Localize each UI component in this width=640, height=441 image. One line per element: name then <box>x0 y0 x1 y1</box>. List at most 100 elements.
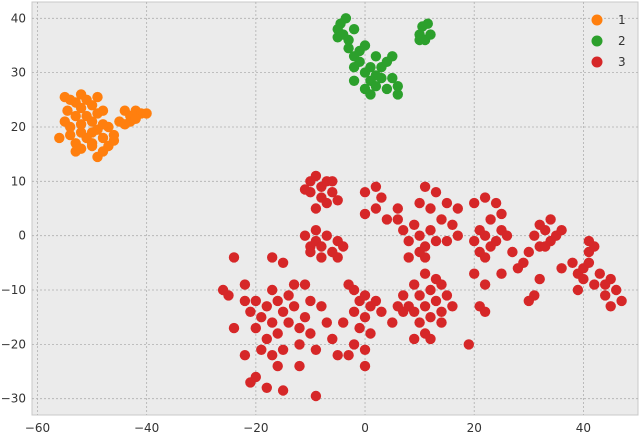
data-point-series-3 <box>261 301 272 312</box>
data-point-series-3 <box>217 284 229 296</box>
data-point-series-3 <box>474 225 485 236</box>
data-point-series-2 <box>414 34 425 46</box>
data-point-series-3 <box>327 176 338 187</box>
data-point-series-1 <box>86 100 98 111</box>
data-point-series-2 <box>343 43 354 54</box>
data-point-series-3 <box>256 344 267 355</box>
data-point-series-1 <box>75 119 87 130</box>
data-point-series-3 <box>392 203 403 214</box>
data-point-series-1 <box>119 119 130 130</box>
data-point-series-3 <box>245 377 256 388</box>
data-point-series-3 <box>316 301 327 312</box>
data-point-series-3 <box>299 230 311 241</box>
legend: 1 2 3 <box>591 13 626 69</box>
data-point-series-3 <box>578 273 589 285</box>
data-point-series-3 <box>409 306 420 317</box>
data-point-series-3 <box>228 322 240 334</box>
data-point-series-3 <box>441 235 453 247</box>
data-point-series-3 <box>523 246 534 258</box>
data-point-series-3 <box>600 290 611 301</box>
data-point-series-3 <box>348 306 360 317</box>
data-point-series-3 <box>267 317 278 328</box>
data-point-series-2 <box>365 61 376 73</box>
data-point-series-1 <box>130 113 141 125</box>
data-point-series-1 <box>86 127 98 138</box>
data-point-series-3 <box>479 306 491 317</box>
axis-ticks: −60 −40 −20 0 20 40 −30 −20 −10 0 10 20 30 40 <box>1 11 591 435</box>
data-point-series-3 <box>490 197 502 209</box>
data-point-series-3 <box>343 350 354 361</box>
data-point-series-3 <box>479 192 491 203</box>
data-point-series-3 <box>370 203 382 214</box>
data-point-series-3 <box>414 197 425 209</box>
data-point-series-3 <box>354 322 365 334</box>
data-point-series-3 <box>310 203 322 214</box>
data-point-series-3 <box>387 317 398 328</box>
data-point-series-3 <box>267 284 278 296</box>
data-point-series-3 <box>419 181 431 192</box>
data-point-series-2 <box>340 13 352 24</box>
data-point-series-3 <box>267 252 278 263</box>
data-point-series-3 <box>425 225 436 236</box>
data-point-series-3 <box>332 195 343 206</box>
data-point-series-2 <box>359 40 371 51</box>
data-point-series-3 <box>239 279 251 290</box>
data-point-series-3 <box>310 225 322 236</box>
data-point-series-3 <box>277 257 289 268</box>
data-point-series-3 <box>305 295 316 307</box>
legend-marker-3 <box>591 56 603 68</box>
data-point-series-3 <box>441 197 453 209</box>
data-point-series-3 <box>463 339 474 350</box>
x-tick-label: −40 <box>134 421 159 435</box>
data-point-series-3 <box>365 328 376 339</box>
data-point-series-3 <box>277 385 289 396</box>
y-tick-label: 40 <box>11 11 26 25</box>
x-tick-label: 40 <box>576 421 591 435</box>
data-point-series-3 <box>359 312 371 323</box>
data-point-series-3 <box>430 235 442 247</box>
data-point-series-3 <box>479 252 491 263</box>
data-point-series-3 <box>359 360 371 372</box>
data-point-series-3 <box>556 263 567 274</box>
data-point-series-2 <box>425 29 436 40</box>
data-point-series-3 <box>310 390 322 402</box>
data-point-series-3 <box>299 184 311 195</box>
data-point-series-3 <box>398 225 409 236</box>
data-point-series-1 <box>70 110 81 122</box>
data-point-series-3 <box>430 295 442 307</box>
data-point-series-3 <box>327 187 338 198</box>
data-point-series-3 <box>343 279 354 290</box>
data-point-series-2 <box>370 51 382 62</box>
data-point-series-1 <box>97 119 109 130</box>
data-point-series-3 <box>567 257 578 268</box>
data-point-series-3 <box>414 290 425 301</box>
data-point-series-3 <box>436 214 447 225</box>
y-tick-label: 10 <box>11 174 26 188</box>
data-point-series-3 <box>310 344 322 355</box>
data-point-series-3 <box>381 214 393 225</box>
data-point-series-2 <box>387 72 398 84</box>
data-point-series-3 <box>518 257 529 268</box>
data-point-series-3 <box>332 350 343 361</box>
data-point-series-3 <box>359 187 371 198</box>
data-point-series-3 <box>545 214 556 225</box>
data-point-series-3 <box>267 350 278 361</box>
data-point-series-3 <box>485 214 496 225</box>
data-point-series-1 <box>141 108 152 119</box>
data-point-series-3 <box>288 301 300 312</box>
data-point-series-3 <box>409 333 420 345</box>
x-tick-label: 0 <box>361 421 369 435</box>
data-point-series-3 <box>261 382 272 393</box>
y-tick-label: −10 <box>1 283 26 297</box>
data-point-series-2 <box>332 32 343 43</box>
data-point-series-3 <box>556 225 567 236</box>
data-point-series-3 <box>469 197 480 209</box>
data-point-series-3 <box>321 317 332 328</box>
data-point-series-3 <box>523 295 534 307</box>
data-point-series-1 <box>62 105 73 116</box>
data-point-series-3 <box>305 246 316 258</box>
data-point-series-3 <box>414 246 425 258</box>
data-point-series-1 <box>75 143 87 154</box>
data-point-series-2 <box>365 89 376 100</box>
